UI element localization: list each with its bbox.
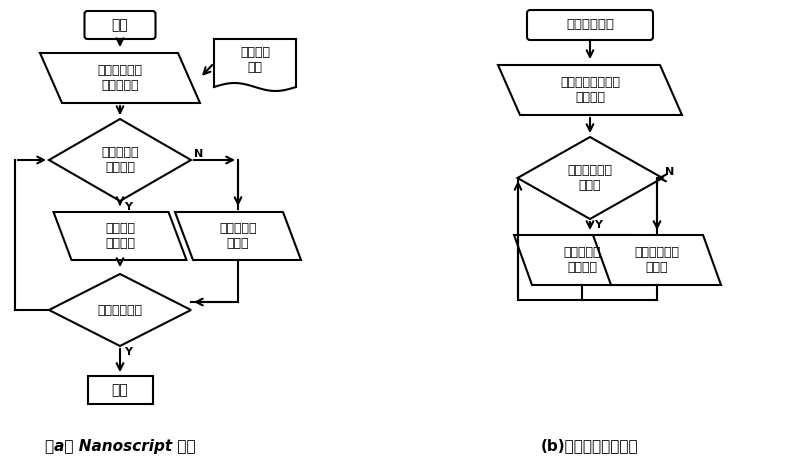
Text: 结束: 结束 <box>112 383 128 397</box>
Polygon shape <box>49 119 191 201</box>
Polygon shape <box>54 212 186 260</box>
Text: 根据图形文件
进行矢量化: 根据图形文件 进行矢量化 <box>98 64 142 92</box>
Polygon shape <box>40 53 200 103</box>
Text: 产生起始
触发信号: 产生起始 触发信号 <box>105 222 135 250</box>
FancyBboxPatch shape <box>527 10 653 40</box>
Text: 开始: 开始 <box>112 18 128 32</box>
Polygon shape <box>498 65 682 115</box>
Polygon shape <box>175 212 301 260</box>
Text: 结构图形
文件: 结构图形 文件 <box>240 46 270 74</box>
Polygon shape <box>49 274 191 346</box>
Text: 加工矢量线
是否开始: 加工矢量线 是否开始 <box>102 146 138 174</box>
Bar <box>87 376 153 404</box>
Text: Y: Y <box>124 202 132 212</box>
FancyBboxPatch shape <box>85 11 155 39</box>
Text: 加工是否完成: 加工是否完成 <box>98 304 142 316</box>
Text: 判断触发信号
的状态: 判断触发信号 的状态 <box>567 164 613 192</box>
Text: 加工信号频率、幅
值初始化: 加工信号频率、幅 值初始化 <box>560 76 620 104</box>
Text: Y: Y <box>124 347 132 357</box>
Text: N: N <box>665 167 674 177</box>
Text: （a） Nanoscript 程序: （a） Nanoscript 程序 <box>45 439 195 453</box>
Text: Y: Y <box>594 220 602 230</box>
Text: 信号发生器
输出有效: 信号发生器 输出有效 <box>563 246 601 274</box>
Text: 关闭信号发生
器输出: 关闭信号发生 器输出 <box>634 246 679 274</box>
Polygon shape <box>514 235 650 285</box>
Text: 产生终止触
发信号: 产生终止触 发信号 <box>219 222 257 250</box>
Text: 加工线程开始: 加工线程开始 <box>566 19 614 31</box>
Text: N: N <box>194 149 203 159</box>
Polygon shape <box>593 235 721 285</box>
Polygon shape <box>518 137 662 219</box>
Text: (b)加工信号处理程序: (b)加工信号处理程序 <box>541 439 639 453</box>
